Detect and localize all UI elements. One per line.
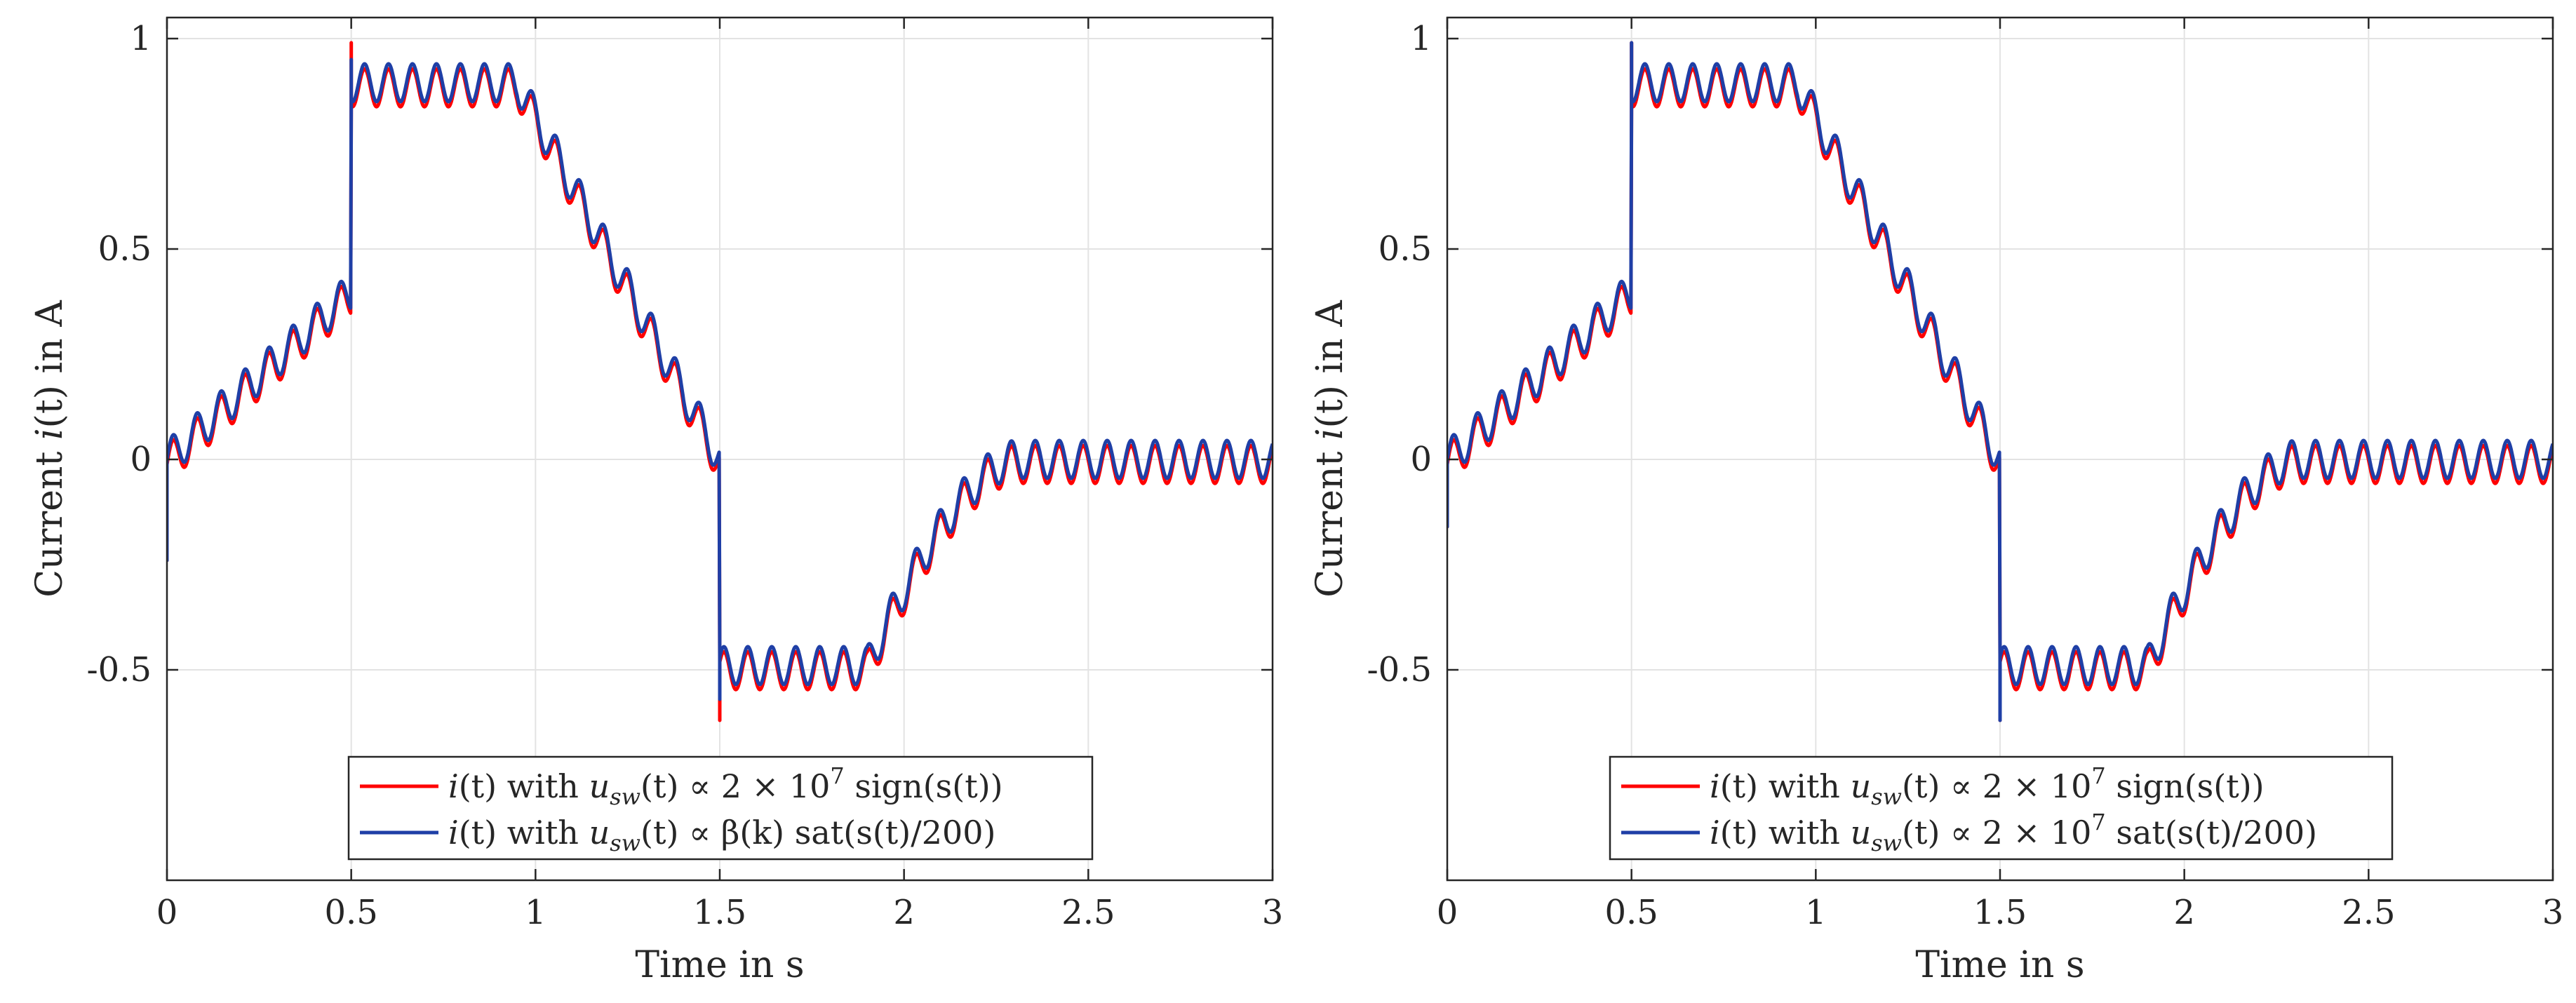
legend: i(t) with usw(t) ∝ 2 × 107 sign(s(t))i(t… [1609,755,2394,861]
y-tick-label: -0.5 [1367,650,1432,689]
y-label-post: (t) in A [29,299,71,429]
legend-entry-1: i(t) with usw(t) ∝ 2 × 107 sign(s(t)) [448,762,1003,810]
y-label-post: (t) in A [1309,299,1351,429]
y-tick-label: 1 [130,19,152,58]
legend-var-i: i [448,814,459,851]
series-line-2 [167,58,1273,701]
x-tick-label: 3 [1262,893,1284,932]
x-tick-label: 2 [893,893,915,932]
legend-var-i: i [1710,767,1720,805]
legend: i(t) with usw(t) ∝ 2 × 107 sign(s(t))i(t… [347,755,1094,861]
legend-subscript: sw [610,783,640,810]
legend-superscript: 7 [2091,762,2105,789]
legend-tail: sat(s(t)/200) [2106,814,2317,851]
legend-superscript: 7 [2091,809,2105,835]
legend-box [347,755,1094,861]
legend-expression: (t) ∝ 2 × 10 [640,767,830,805]
y-tick-label: -0.5 [86,650,152,689]
x-tick-label: 1 [525,893,546,932]
legend-var-t: (t) [459,767,497,805]
x-tick-label: 3 [2542,893,2564,932]
legend-var-i: i [448,767,459,805]
legend-entry-2: i(t) with usw(t) ∝ 2 × 107 sat(s(t)/200) [1710,809,2317,856]
x-axis-label: Time in s [635,944,804,986]
legend-var-u: u [1851,767,1872,805]
legend-entry-2: i(t) with usw(t) ∝ β(k) sat(s(t)/200) [448,814,995,856]
legend-var-u: u [589,767,610,805]
x-tick-label: 2 [2173,893,2195,932]
legend-var-u: u [1851,814,1872,851]
y-axis-label: Current i(t) in A [29,299,71,598]
y-label-var: i [29,428,71,440]
legend-entry-1: i(t) with usw(t) ∝ 2 × 107 sign(s(t)) [1710,762,2265,810]
x-tick-label: 0 [156,893,178,932]
panel-right: 0 0.5 1 1.5 2 2.5 3 -0.5 0 0.5 1 Time in s Current i… [1309,16,2564,986]
y-label-var: i [1309,428,1351,440]
legend-with: with [1758,814,1850,851]
y-tick-label: 0.5 [1378,229,1432,269]
x-tick-label: 0.5 [1604,893,1658,932]
legend-var-t: (t) [459,814,497,851]
legend-expression: (t) ∝ 2 × 10 [1902,767,2091,805]
grid [166,18,1273,880]
legend-expression: (t) ∝ β(k) sat(s(t)/200) [640,814,995,851]
legend-box [1609,755,2394,861]
x-axis-label: Time in s [1915,944,2084,986]
x-tick-label: 1.5 [1973,893,2027,932]
y-axis-label: Current i(t) in A [1309,299,1351,598]
legend-tail: sign(s(t)) [2106,767,2265,805]
x-tick-label: 1 [1805,893,1827,932]
legend-var-t: (t) [1720,814,1758,851]
legend-var-u: u [589,814,610,851]
y-tick-label: 0.5 [98,229,152,269]
x-tick-label: 2.5 [2342,893,2395,932]
legend-expression: (t) ∝ 2 × 10 [1902,814,2091,851]
legend-superscript: 7 [830,762,844,789]
legend-with: with [497,814,589,851]
legend-subscript: sw [1871,783,1902,810]
x-tick-label: 0.5 [324,893,377,932]
y-label-pre: Current [1309,440,1351,598]
legend-var-i: i [1710,814,1720,851]
legend-subscript: sw [1871,830,1902,856]
y-tick-label: 0 [130,440,152,479]
y-tick-label: 0 [1410,440,1432,479]
y-label-pre: Current [29,440,71,598]
x-tick-label: 1.5 [693,893,746,932]
series-line-2 [1447,41,2553,722]
x-tick-label: 0 [1437,893,1458,932]
legend-with: with [497,767,589,805]
legend-subscript: sw [610,830,640,856]
x-tick-label: 2.5 [1061,893,1115,932]
y-tick-label: 1 [1410,19,1432,58]
legend-with: with [1758,767,1850,805]
legend-var-t: (t) [1720,767,1758,805]
legend-tail: sign(s(t)) [845,767,1003,805]
panel-left: 0 0.5 1 1.5 2 2.5 3 -0.5 0 0.5 1 Time in s Current i… [29,16,1284,986]
